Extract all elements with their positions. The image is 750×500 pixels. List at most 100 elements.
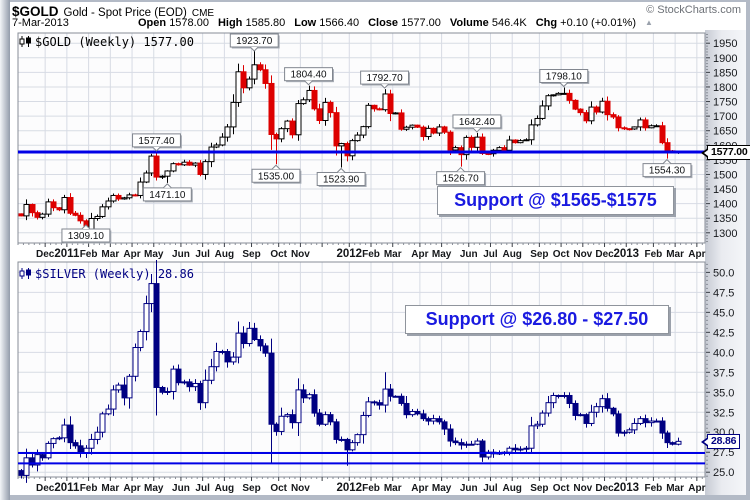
svg-text:Jun: Jun — [460, 483, 478, 494]
svg-text:Dec: Dec — [595, 483, 614, 494]
quote-open-label: Open — [138, 17, 167, 29]
svg-text:1309.10: 1309.10 — [68, 231, 105, 242]
svg-text:Dec: Dec — [36, 249, 55, 260]
price-callout: 1535.00 — [251, 164, 302, 184]
quote-low: Low 1566.40 — [294, 17, 359, 29]
svg-text:2011: 2011 — [54, 482, 80, 494]
x-axis-labels: Dec 2011 Feb Mar Apr May Jun Jul Aug Sep Oct Nov 201… — [36, 482, 706, 494]
candlestick-icon — [19, 268, 31, 279]
quote-row: 7-Mar-2013 Open 1578.00 High 1585.80 Low 15… — [12, 17, 653, 29]
quote-change-label: Chg — [535, 17, 558, 29]
price-callout: 1923.70 — [229, 33, 280, 52]
svg-text:Apr: Apr — [688, 483, 705, 494]
svg-text:42.5: 42.5 — [713, 327, 734, 339]
svg-text:Oct: Oct — [270, 249, 287, 260]
svg-text:Jul: Jul — [483, 249, 498, 260]
svg-text:1950: 1950 — [713, 38, 737, 50]
svg-text:1450: 1450 — [713, 184, 737, 196]
svg-text:Oct: Oct — [553, 483, 570, 494]
svg-text:1500: 1500 — [713, 169, 737, 181]
price-callout: 1309.10 — [61, 224, 112, 244]
svg-text:Aug: Aug — [502, 249, 521, 260]
quote-volume-label: Volume — [449, 17, 489, 29]
price-callout: 1798.10 — [539, 69, 590, 88]
candlestick-icon — [19, 36, 31, 47]
svg-text:Mar: Mar — [384, 483, 402, 494]
svg-text:Oct: Oct — [553, 249, 570, 260]
y-axis-labels: 25.027.530.032.535.037.540.042.545.047.5… — [713, 267, 734, 479]
price-callout: 1554.30 — [642, 158, 693, 179]
svg-text:Dec: Dec — [595, 249, 614, 260]
quote-open-value: 1578.00 — [169, 17, 209, 29]
svg-text:1923.70: 1923.70 — [236, 36, 273, 47]
svg-text:2012: 2012 — [336, 482, 362, 494]
y-axis-labels: 1300135014001450150015501600165017001750… — [713, 38, 737, 240]
svg-text:Jul: Jul — [195, 483, 210, 494]
header-title-row: $GOLD Gold - Spot Price (EOD) CME — [12, 3, 214, 21]
price-callout: 1642.40 — [452, 114, 503, 133]
quote-change: Chg +0.10 (+0.01%) — [536, 17, 636, 29]
svg-text:Sep: Sep — [530, 249, 548, 260]
svg-text:Mar: Mar — [384, 249, 402, 260]
svg-text:Nov: Nov — [573, 249, 592, 260]
silver-chart-title: $SILVER (Weekly) 28.86 — [19, 267, 194, 281]
exchange-label: CME — [191, 8, 215, 19]
svg-text:Apr: Apr — [688, 249, 705, 260]
change-up-arrow-icon: ▲ — [645, 18, 653, 27]
price-callout: 1804.40 — [284, 67, 334, 86]
svg-text:1800: 1800 — [713, 82, 737, 94]
left-bevel-border — [0, 0, 10, 500]
price-callout: 1577.40 — [132, 133, 182, 152]
svg-text:2012: 2012 — [336, 248, 362, 260]
svg-text:Feb: Feb — [645, 483, 663, 494]
svg-text:35.0: 35.0 — [713, 387, 734, 399]
svg-text:1300: 1300 — [713, 228, 737, 240]
svg-text:Apr: Apr — [411, 249, 428, 260]
svg-text:50.0: 50.0 — [713, 267, 734, 279]
svg-text:Apr: Apr — [123, 483, 140, 494]
svg-text:2011: 2011 — [54, 248, 80, 260]
price-callout: 1526.70 — [436, 166, 487, 187]
gold-chart-title-text: $GOLD (Weekly) 1577.00 — [35, 35, 194, 49]
svg-text:May: May — [432, 483, 452, 494]
silver-chart-title-text: $SILVER (Weekly) 28.86 — [35, 267, 194, 281]
symbol-description: Gold - Spot Price (EOD) — [63, 7, 187, 19]
candles — [18, 50, 682, 233]
symbol-label: $GOLD — [12, 4, 59, 19]
svg-text:1523.90: 1523.90 — [323, 174, 360, 185]
axis-tick-marks — [17, 263, 710, 481]
svg-text:1850: 1850 — [713, 67, 737, 79]
svg-text:Mar: Mar — [101, 249, 119, 260]
svg-text:47.5: 47.5 — [713, 287, 734, 299]
svg-text:Oct: Oct — [270, 483, 287, 494]
chart-header: $GOLD Gold - Spot Price (EOD) CME © StockC… — [10, 2, 746, 30]
silver-y-axis-strip — [705, 260, 746, 495]
svg-text:Aug: Aug — [215, 249, 234, 260]
svg-text:2013: 2013 — [613, 248, 639, 260]
svg-text:1900: 1900 — [713, 53, 737, 65]
quote-low-value: 1566.40 — [319, 17, 360, 29]
svg-text:2013: 2013 — [613, 482, 639, 494]
gold-chart-title: $GOLD (Weekly) 1577.00 — [19, 35, 194, 49]
svg-text:1650: 1650 — [713, 126, 737, 138]
svg-text:Feb: Feb — [645, 249, 663, 260]
svg-text:1700: 1700 — [713, 111, 737, 123]
plot-border — [17, 32, 706, 244]
svg-text:1577.40: 1577.40 — [138, 136, 175, 147]
plot-area — [18, 262, 705, 477]
svg-text:Apr: Apr — [123, 249, 140, 260]
svg-text:Sep: Sep — [530, 483, 548, 494]
svg-text:Sep: Sep — [242, 483, 260, 494]
chart-page: $GOLD Gold - Spot Price (EOD) CME © StockC… — [10, 2, 750, 495]
silver-candlestick-chart: 25.027.530.032.535.037.540.042.545.047.5… — [17, 260, 734, 494]
svg-text:1526.70: 1526.70 — [443, 174, 480, 185]
svg-text:Apr: Apr — [411, 483, 428, 494]
gold-last-price-tag: 1577.00 — [701, 144, 750, 160]
price-callout: 1792.70 — [360, 70, 411, 89]
gold-candlestick-chart: 1309.10 1577.40 1471.10 1923.70 1535.00 1804.… — [17, 32, 737, 260]
svg-text:Nov: Nov — [573, 483, 592, 494]
quote-high-label: High — [217, 17, 243, 29]
quote-open: Open 1578.00 — [138, 17, 209, 29]
stockcharts-copyright-link[interactable]: © StockCharts.com — [646, 4, 741, 16]
